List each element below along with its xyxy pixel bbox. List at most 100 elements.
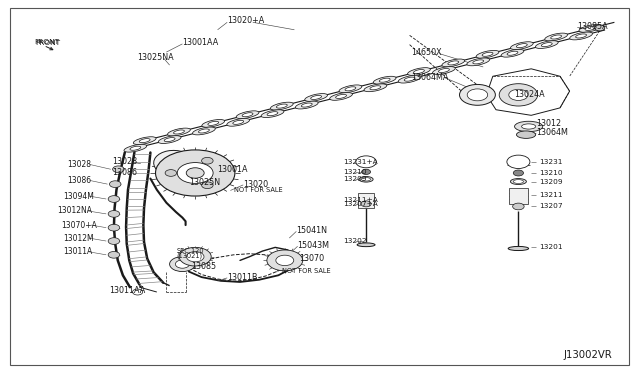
Ellipse shape [408, 68, 430, 76]
Ellipse shape [398, 75, 421, 83]
Text: 13211+A: 13211+A [343, 197, 378, 203]
Ellipse shape [507, 51, 518, 55]
Text: 13201: 13201 [540, 244, 563, 250]
Circle shape [509, 89, 528, 100]
Ellipse shape [242, 113, 253, 117]
Text: 13085: 13085 [191, 262, 216, 271]
Ellipse shape [513, 180, 524, 183]
Circle shape [356, 156, 376, 168]
Circle shape [170, 257, 195, 272]
Circle shape [108, 196, 120, 202]
Ellipse shape [404, 77, 415, 81]
Ellipse shape [511, 42, 533, 49]
Ellipse shape [124, 144, 147, 152]
Ellipse shape [516, 44, 527, 48]
Text: 13012: 13012 [536, 119, 561, 128]
Text: 13231: 13231 [540, 159, 563, 165]
Text: 13001A: 13001A [218, 165, 248, 174]
Ellipse shape [522, 124, 536, 129]
Circle shape [513, 170, 524, 176]
Ellipse shape [198, 129, 209, 133]
Circle shape [179, 247, 211, 266]
FancyBboxPatch shape [509, 188, 528, 204]
Text: 13207+A: 13207+A [343, 201, 378, 207]
Circle shape [165, 170, 177, 176]
Text: 15043M: 15043M [298, 241, 330, 250]
Ellipse shape [296, 101, 318, 109]
Ellipse shape [570, 32, 593, 40]
Text: 13086: 13086 [112, 168, 137, 177]
Circle shape [202, 182, 213, 189]
Ellipse shape [413, 70, 424, 74]
Text: 13012M: 13012M [63, 234, 93, 243]
Text: FRONT: FRONT [35, 40, 60, 46]
Text: 13210: 13210 [343, 169, 367, 175]
Circle shape [186, 168, 204, 178]
Ellipse shape [345, 87, 356, 91]
Text: 15041N: 15041N [296, 226, 327, 235]
Circle shape [267, 250, 303, 271]
Ellipse shape [473, 60, 484, 64]
Circle shape [156, 150, 235, 196]
Circle shape [113, 166, 124, 173]
Ellipse shape [511, 179, 527, 185]
FancyBboxPatch shape [358, 193, 374, 208]
Text: J13002VR: J13002VR [563, 350, 612, 360]
Text: 13020: 13020 [243, 180, 268, 189]
Text: 13210: 13210 [540, 170, 563, 176]
Text: (13021): (13021) [177, 253, 203, 259]
Ellipse shape [516, 131, 536, 138]
Circle shape [362, 169, 371, 174]
Ellipse shape [476, 50, 499, 58]
Text: 13202: 13202 [343, 238, 367, 244]
Text: 13011B: 13011B [227, 273, 258, 282]
Ellipse shape [173, 130, 184, 134]
Ellipse shape [515, 121, 543, 132]
Ellipse shape [335, 94, 346, 99]
Ellipse shape [575, 34, 586, 38]
Ellipse shape [370, 86, 381, 90]
Ellipse shape [168, 128, 190, 136]
Text: FRONT: FRONT [34, 39, 59, 45]
Ellipse shape [448, 61, 459, 65]
Ellipse shape [433, 67, 455, 74]
Ellipse shape [359, 177, 373, 182]
Text: 13028: 13028 [67, 160, 92, 169]
Ellipse shape [357, 243, 375, 247]
Text: 13024A: 13024A [515, 90, 545, 99]
Ellipse shape [164, 138, 175, 142]
Ellipse shape [467, 58, 490, 66]
Text: 13085A: 13085A [577, 22, 608, 31]
Circle shape [513, 203, 524, 210]
Circle shape [499, 84, 538, 106]
Ellipse shape [545, 33, 568, 41]
Text: 13209: 13209 [343, 176, 367, 182]
Circle shape [177, 163, 213, 183]
Ellipse shape [501, 49, 524, 57]
Text: 13231+A: 13231+A [343, 159, 378, 165]
Circle shape [132, 289, 143, 295]
Text: 14650X: 14650X [412, 48, 442, 57]
Circle shape [186, 251, 204, 262]
Ellipse shape [202, 119, 225, 127]
Text: NOT FOR SALE: NOT FOR SALE [282, 268, 330, 274]
Text: 13207: 13207 [540, 203, 563, 209]
Ellipse shape [301, 103, 312, 107]
Text: 13020+A: 13020+A [227, 16, 264, 25]
Ellipse shape [482, 52, 493, 56]
Ellipse shape [261, 110, 284, 118]
Ellipse shape [233, 120, 244, 124]
Ellipse shape [362, 177, 371, 181]
Text: SEC.120: SEC.120 [177, 248, 204, 254]
Text: 13001AA: 13001AA [182, 38, 219, 47]
Ellipse shape [236, 111, 259, 119]
Text: 13025N: 13025N [189, 178, 220, 187]
Ellipse shape [208, 121, 219, 125]
Ellipse shape [541, 42, 552, 46]
Text: 13070+A: 13070+A [61, 221, 97, 230]
Ellipse shape [330, 93, 353, 100]
Ellipse shape [536, 41, 558, 48]
Text: 13211: 13211 [540, 192, 563, 198]
Circle shape [108, 224, 120, 231]
Circle shape [361, 201, 371, 207]
